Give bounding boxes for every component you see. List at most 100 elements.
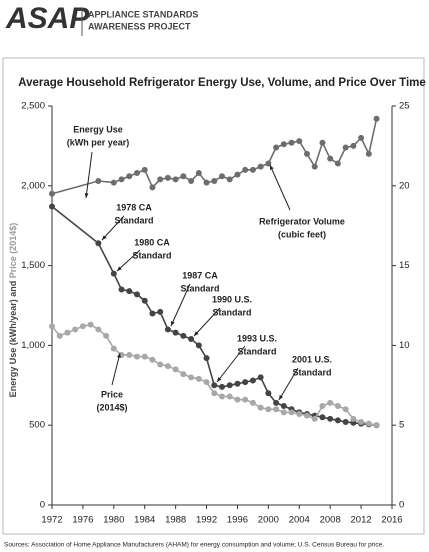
data-point: [265, 390, 272, 397]
data-point: [118, 286, 125, 293]
data-point: [49, 323, 55, 330]
data-point: [64, 329, 71, 336]
data-point: [188, 178, 195, 185]
data-point: [103, 332, 110, 339]
data-point: [219, 393, 225, 400]
annotation: 1980 CA: [134, 237, 170, 247]
annotation: Standard: [292, 367, 331, 377]
y-axis-label-part: and: [8, 281, 18, 297]
annotation-arrow: [216, 345, 246, 383]
annotation: 1990 U.S.: [212, 294, 252, 304]
data-point: [296, 411, 303, 418]
data-point: [257, 374, 264, 381]
data-point: [311, 415, 318, 422]
data-point: [249, 166, 256, 173]
data-point: [95, 178, 102, 185]
data-point: [342, 406, 349, 413]
data-point: [319, 403, 326, 410]
data-point: [180, 173, 187, 180]
annotation-arrow: [101, 215, 125, 241]
arrow-head: [84, 193, 89, 198]
data-point: [288, 139, 295, 146]
annotation-arrow: [111, 352, 121, 386]
data-point: [257, 163, 264, 170]
y-tick-label: 1,000: [21, 340, 45, 351]
y-tick-label: 2,500: [21, 101, 45, 112]
chart-frame: [2, 57, 425, 535]
logo: ASAP: [5, 2, 90, 35]
data-point: [365, 150, 372, 157]
x-tick-label: 1984: [134, 515, 155, 526]
annotation: Energy Use: [73, 124, 123, 134]
data-point: [257, 404, 264, 411]
data-point: [49, 190, 55, 197]
logo-line: AWARENESS PROJECT: [88, 21, 191, 31]
x-tick-label: 1996: [227, 515, 248, 526]
data-point: [164, 174, 171, 181]
data-point: [373, 422, 380, 429]
arrow-head: [279, 395, 284, 400]
annotation: (2014$): [96, 402, 127, 412]
data-point: [342, 419, 349, 426]
y2-tick-label: 5: [399, 420, 404, 431]
data-point: [172, 176, 179, 183]
chart-title: Average Household Refrigerator Energy Us…: [18, 77, 426, 89]
data-point: [242, 379, 249, 386]
data-point: [157, 361, 164, 368]
data-point: [304, 150, 310, 157]
data-point: [249, 377, 256, 384]
y2-tick-label: 0: [399, 500, 404, 511]
data-point: [242, 396, 249, 403]
data-point: [126, 288, 133, 295]
data-point: [226, 382, 233, 389]
data-point: [149, 184, 156, 191]
data-point: [358, 134, 365, 141]
data-point: [273, 406, 280, 413]
arrow-head: [171, 321, 175, 326]
data-point: [358, 419, 365, 426]
annotation-arrow: [193, 307, 221, 337]
data-point: [203, 379, 210, 386]
data-point: [365, 420, 372, 427]
x-tick-label: 2000: [258, 515, 279, 526]
arrow-head: [217, 377, 222, 382]
annotation: Standard: [180, 283, 219, 293]
data-point: [134, 170, 140, 177]
annotation: (cubic feet): [278, 229, 326, 239]
y2-tick-label: 25: [399, 101, 410, 112]
x-tick-label: 2004: [289, 515, 310, 526]
x-tick-label: 1980: [103, 515, 124, 526]
data-point: [126, 351, 133, 358]
data-point: [203, 355, 210, 362]
data-point: [149, 356, 156, 363]
data-point: [334, 417, 341, 424]
logo-line: APPLIANCE STANDARDS: [88, 9, 198, 19]
arrow-head: [116, 353, 121, 358]
annotation-arrow: [278, 367, 299, 401]
data-point: [134, 353, 140, 360]
data-point: [327, 399, 334, 406]
annotation: 1978 CA: [116, 202, 152, 212]
data-point: [280, 409, 287, 416]
data-point: [234, 396, 241, 403]
y-axis-label-part: Energy Use (kWh/year): [8, 299, 18, 397]
annotation-arrow: [116, 249, 141, 272]
x-tick-label: 1972: [41, 515, 62, 526]
y2-tick-label: 20: [399, 180, 410, 191]
data-point: [141, 297, 148, 304]
data-point: [95, 326, 102, 333]
data-point: [141, 166, 148, 173]
x-tick-label: 1976: [72, 515, 93, 526]
data-point: [373, 115, 380, 122]
x-tick-label: 2016: [381, 515, 402, 526]
data-point: [296, 138, 303, 145]
data-point: [273, 399, 280, 406]
data-point: [141, 353, 148, 360]
data-point: [319, 414, 326, 421]
data-point: [72, 326, 79, 333]
annotation: 2001 U.S.: [292, 354, 332, 364]
y2-tick-label: 15: [399, 260, 410, 271]
data-point: [280, 141, 287, 148]
data-point: [195, 375, 202, 382]
data-point: [211, 382, 218, 389]
